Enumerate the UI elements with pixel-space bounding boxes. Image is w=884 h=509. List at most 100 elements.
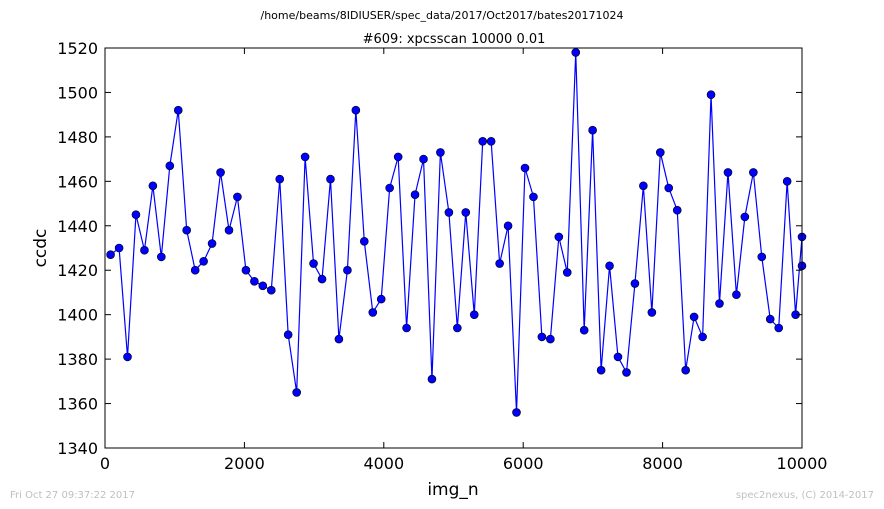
data-point [317, 274, 327, 284]
data-point [275, 174, 285, 184]
data-point [622, 368, 631, 377]
data-point [579, 325, 589, 335]
data-point [410, 190, 420, 199]
data-point [241, 265, 251, 275]
footer-timestamp: Fri Oct 27 09:37:22 2017 [10, 490, 135, 501]
data-point [216, 168, 225, 177]
data-point [131, 210, 141, 219]
data-point [749, 168, 758, 177]
data-point [250, 277, 259, 286]
data-point [664, 183, 674, 193]
data-point [343, 265, 352, 275]
data-point [698, 332, 707, 342]
x-tick-label: 6000 [503, 454, 544, 473]
x-axis: 0 2000 4000 6000 8000 10000 [100, 48, 828, 473]
data-point [106, 250, 115, 259]
data-point [605, 261, 614, 271]
data-point [376, 294, 386, 304]
y-axis: 1340 1360 1380 1400 1420 1440 1460 1480 1500 1520 [57, 39, 802, 458]
data-point [681, 365, 690, 375]
data-point [596, 365, 606, 375]
data-point [732, 290, 741, 299]
x-tick-label: 10000 [777, 454, 828, 473]
series-layer [106, 48, 807, 417]
data-point [546, 334, 555, 344]
x-tick-label: 0 [100, 454, 110, 473]
y-tick-label: 1400 [57, 306, 98, 325]
data-point [393, 152, 403, 162]
data-point [283, 330, 293, 339]
y-tick-label: 1340 [57, 439, 98, 458]
data-point [359, 237, 369, 246]
data-point [613, 352, 623, 362]
data-point [258, 281, 268, 291]
y-tick-label: 1520 [57, 39, 98, 58]
y-tick-label: 1440 [57, 217, 98, 236]
data-point [419, 154, 428, 164]
data-point [427, 374, 437, 384]
data-point [647, 308, 657, 317]
data-point [224, 225, 234, 235]
data-point [157, 252, 166, 262]
data-point [207, 239, 217, 248]
x-tick-label: 8000 [642, 454, 683, 473]
data-point [351, 105, 361, 115]
data-point [140, 245, 149, 255]
data-point [706, 90, 716, 99]
data-point [123, 352, 132, 362]
data-point [495, 259, 504, 268]
data-point [630, 279, 640, 288]
data-point [385, 183, 394, 193]
x-axis-label: img_n [427, 480, 478, 500]
data-point [182, 225, 191, 235]
data-point [689, 312, 699, 322]
data-point [774, 323, 784, 333]
data-point [672, 205, 682, 215]
figure-suptitle: /home/beams/8IDIUSER/spec_data/2017/Oct2… [261, 9, 624, 22]
data-point [588, 125, 597, 135]
plot-frame [104, 47, 803, 449]
x-tick-label: 4000 [363, 454, 404, 473]
data-point [368, 308, 378, 317]
data-point [233, 192, 242, 202]
data-point [478, 137, 488, 146]
x-tick-label: 2000 [224, 454, 265, 473]
data-point [765, 314, 775, 324]
data-point [165, 161, 175, 171]
data-point [723, 168, 733, 177]
series-line [110, 52, 803, 413]
data-point [655, 148, 665, 157]
data-point [266, 285, 276, 295]
data-point [334, 334, 344, 344]
chart-title: #609: xpcsscan 10000 0.01 [363, 32, 546, 47]
data-point [300, 152, 310, 162]
data-point [292, 388, 301, 397]
data-point [520, 163, 530, 173]
data-point [571, 48, 581, 57]
data-point [740, 212, 750, 222]
data-point [715, 299, 724, 308]
data-point [757, 252, 767, 262]
y-tick-label: 1460 [57, 172, 98, 191]
data-point [148, 181, 158, 191]
data-point [326, 174, 335, 184]
data-point [512, 408, 521, 417]
data-point [402, 323, 411, 333]
data-point [537, 332, 547, 342]
data-point [554, 232, 564, 242]
y-tick-label: 1480 [57, 128, 98, 147]
y-tick-label: 1500 [57, 83, 98, 102]
data-point [469, 310, 479, 319]
data-point [190, 265, 200, 275]
data-point [309, 259, 318, 268]
data-point [444, 208, 454, 217]
y-tick-label: 1360 [57, 395, 98, 414]
y-tick-label: 1420 [57, 261, 98, 280]
data-point [114, 243, 124, 253]
data-point [639, 181, 648, 191]
data-point [436, 148, 445, 157]
y-axis-label: ccdc [31, 229, 51, 268]
data-point [461, 208, 471, 217]
data-point [529, 192, 538, 202]
